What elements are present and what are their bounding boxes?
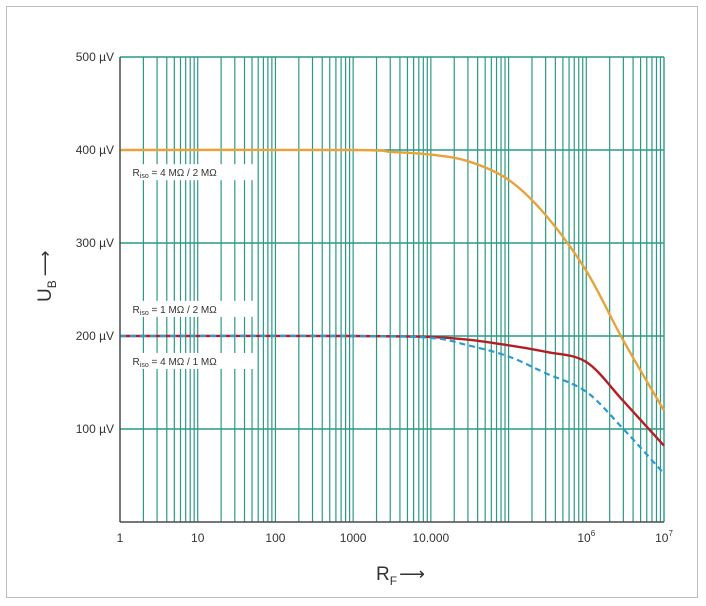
series-annotations: Riso = 4 MΩ / 2 MΩ Riso = 1 MΩ / 2 MΩ Riso… (133, 168, 218, 369)
series-annotation-1: Riso = 4 MΩ / 2 MΩ (133, 168, 218, 180)
y-tick-label: 500 µV (76, 50, 114, 64)
axes (119, 57, 664, 523)
y-axis-title: UB⟶ (35, 250, 59, 302)
x-tick-label: 100 (265, 531, 285, 545)
grid (119, 56, 665, 522)
series-line-3 (119, 334, 665, 475)
series-lines (119, 148, 666, 475)
annotation-backgrounds (129, 164, 256, 369)
series-annotation-2: Riso = 1 MΩ / 2 MΩ (133, 305, 218, 317)
x-tick-label: 10 (191, 531, 205, 545)
y-tick-label: 100 µV (76, 422, 114, 436)
tick-labels: 1 10 100 1000 10.000 106 107 100 µV 200 µV 300 µV… (76, 50, 674, 545)
y-tick-label: 200 µV (76, 329, 114, 343)
x-tick-label: 107 (655, 529, 673, 545)
series-annotation-3: Riso = 4 MΩ / 1 MΩ (133, 357, 218, 369)
x-tick-label: 1 (117, 531, 124, 545)
y-tick-label: 400 µV (76, 143, 114, 157)
x-tick-label: 1000 (340, 531, 367, 545)
series-line-1 (119, 148, 666, 412)
annotation-background (129, 300, 256, 317)
y-tick-label: 300 µV (76, 236, 114, 250)
annotation-background (129, 164, 256, 181)
x-tick-label: 106 (577, 529, 595, 545)
annotation-background (129, 352, 256, 369)
x-axis-title: RF ⟶ (376, 564, 425, 588)
x-tick-label: 10.000 (413, 531, 450, 545)
series-line-2 (119, 334, 665, 447)
